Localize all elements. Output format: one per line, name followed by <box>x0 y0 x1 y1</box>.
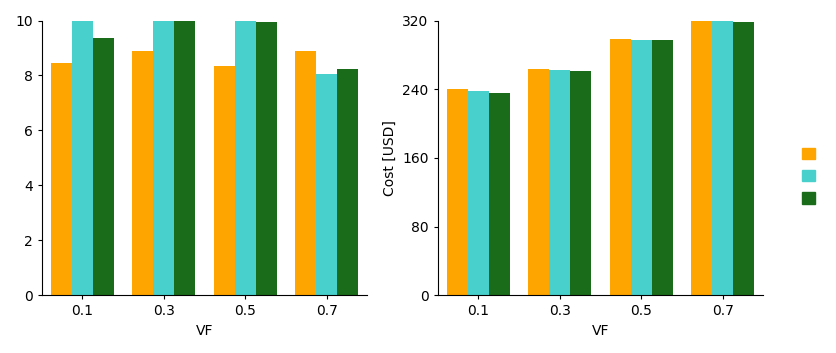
Bar <box>337 68 358 295</box>
Legend: , , : , , <box>798 143 829 210</box>
Bar <box>488 93 509 295</box>
Bar <box>569 71 590 295</box>
Bar <box>174 21 195 295</box>
Bar <box>651 40 672 295</box>
Bar <box>630 40 651 295</box>
Bar <box>72 21 93 295</box>
Bar <box>711 22 732 295</box>
Bar <box>691 20 711 295</box>
Bar <box>548 70 569 295</box>
Bar <box>51 63 72 295</box>
Y-axis label: Cost [USD]: Cost [USD] <box>382 120 396 196</box>
Bar <box>609 40 630 295</box>
Bar <box>446 89 467 295</box>
Bar <box>93 38 114 295</box>
X-axis label: VF: VF <box>196 324 213 338</box>
Bar <box>256 22 277 295</box>
Bar <box>732 22 753 295</box>
Bar <box>295 51 316 295</box>
Bar <box>235 21 256 295</box>
Bar <box>528 70 548 295</box>
Bar <box>214 66 235 295</box>
Bar <box>467 91 488 295</box>
Bar <box>132 51 153 295</box>
Bar <box>316 74 337 295</box>
X-axis label: VF: VF <box>591 324 609 338</box>
Bar <box>153 21 174 295</box>
